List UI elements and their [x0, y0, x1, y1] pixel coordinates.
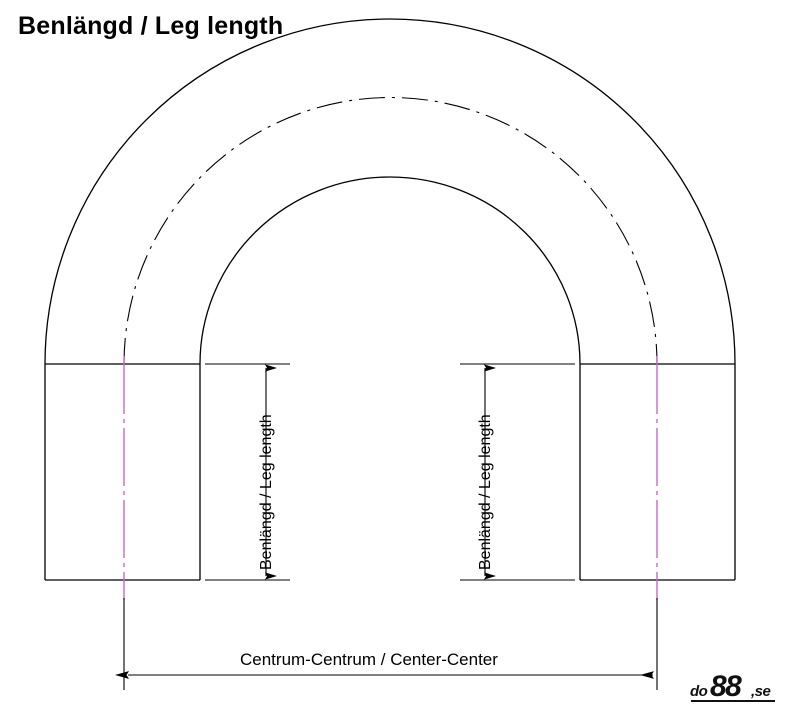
logo-suffix: ,se	[751, 683, 771, 700]
inner-arc	[199, 176, 581, 365]
right-leg-length-label: Benlängd / Leg length	[477, 414, 494, 570]
center-center-label: Centrum-Centrum / Center-Center	[240, 650, 498, 669]
logo-prefix: do	[690, 683, 708, 700]
centerlines	[123, 96, 658, 600]
do88-logo: do 88 ,se	[690, 672, 790, 704]
pipe-outline	[44, 18, 736, 581]
center-center-dimension	[115, 598, 658, 690]
page-title: Benlängd / Leg length	[18, 12, 284, 40]
centerline-arc	[123, 96, 658, 365]
logo-number: 88	[710, 670, 742, 703]
left-leg-length-label: Benlängd / Leg length	[258, 414, 275, 570]
logo-underline	[691, 700, 775, 702]
outer-arc	[44, 18, 736, 365]
left-leg-length-dimension	[205, 363, 290, 581]
right-leg-length-dimension	[460, 363, 575, 581]
